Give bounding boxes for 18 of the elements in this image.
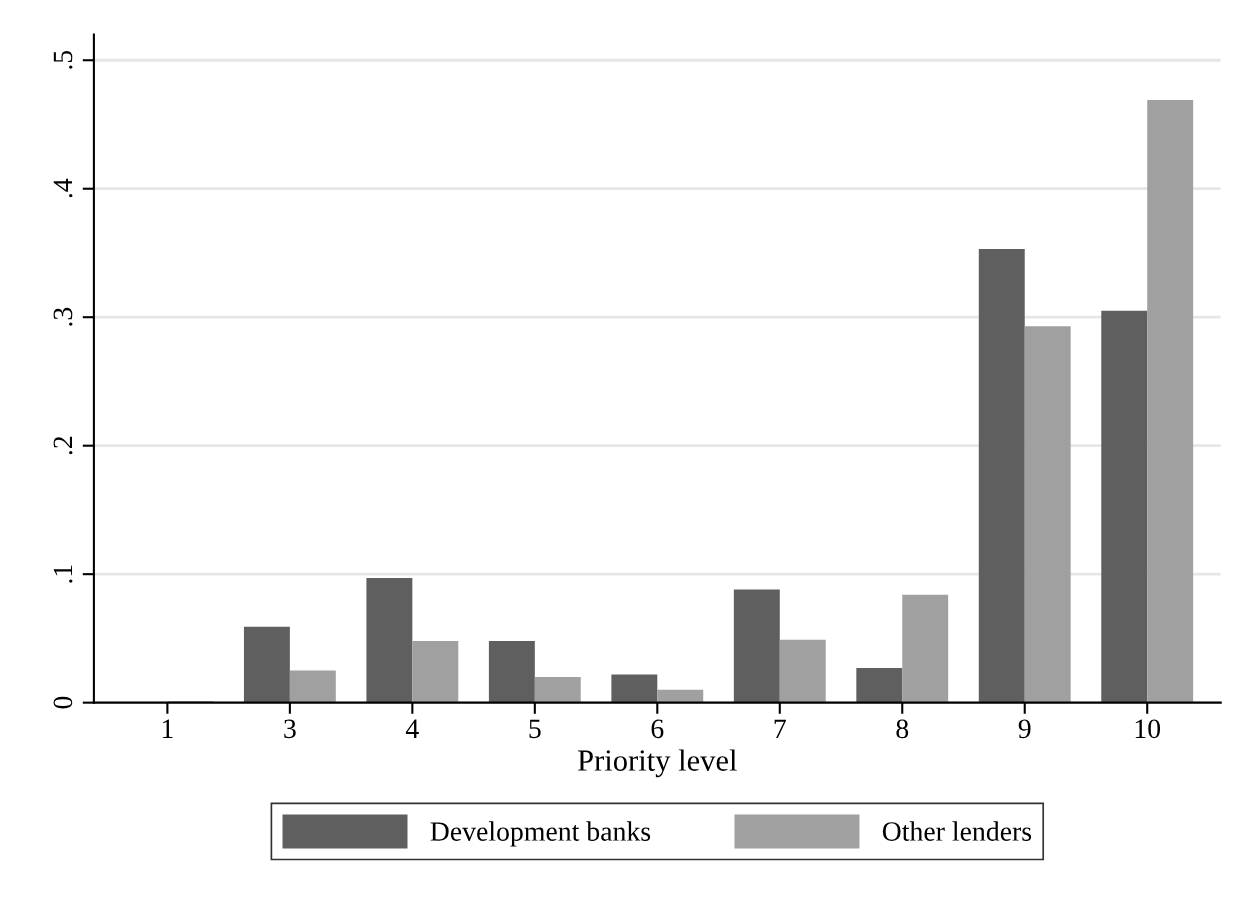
y-tick-label: .1 xyxy=(53,565,73,583)
x-tick-label: 10 xyxy=(1135,719,1161,739)
legend-label: Development banks xyxy=(430,821,651,847)
x-tick-label: 3 xyxy=(284,719,296,739)
y-tick-label: .4 xyxy=(53,178,73,198)
x-tick-label: 6 xyxy=(651,719,664,739)
x-axis-title: Priority level xyxy=(577,749,737,778)
legend-label: Other lenders xyxy=(882,821,1032,841)
x-tick-label: 1 xyxy=(162,719,173,738)
x-tick-label: 5 xyxy=(529,719,541,739)
y-tick-label: .2 xyxy=(53,436,73,455)
y-tick-label: .3 xyxy=(53,307,73,326)
y-tick-label: .5 xyxy=(53,50,73,69)
y-tick-label: 0 xyxy=(53,696,73,709)
x-tick-label: 7 xyxy=(774,719,786,738)
x-tick-label: 9 xyxy=(1018,719,1031,739)
x-tick-label: 4 xyxy=(405,719,419,738)
x-tick-label: 8 xyxy=(896,719,909,739)
